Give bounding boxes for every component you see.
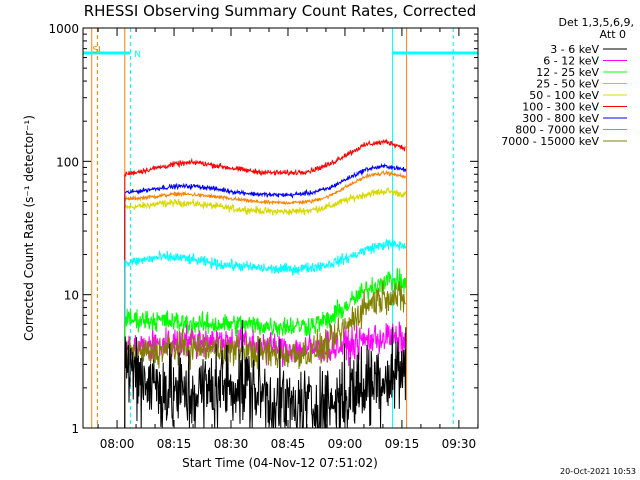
- series-line-3: [124, 238, 407, 428]
- timestamp: 20-Oct-2021 10:53: [560, 467, 636, 476]
- annotation-0: SI: [92, 46, 100, 56]
- legend-label: 7000 - 15000 keV: [501, 135, 599, 148]
- x-tick-label: 09:15: [385, 437, 420, 451]
- legend-label: 800 - 7000 keV: [515, 124, 599, 137]
- legend-label: 100 - 300 keV: [522, 101, 599, 114]
- series-line-8: [124, 280, 407, 428]
- x-tick-label: 09:30: [442, 437, 477, 451]
- y-tick-label: 100: [56, 155, 79, 169]
- series-line-6: [124, 162, 407, 428]
- x-axis-ticks: 08:00 08:15 08:30 08:45 09:00 09:15 09:30: [97, 28, 479, 451]
- y-axis-ticks: 1 10 100 1000: [48, 22, 478, 436]
- legend-label: 6 - 12 keV: [543, 55, 599, 68]
- legend-label: 50 - 100 keV: [529, 89, 599, 102]
- legend-header-1: Det 1,3,5,6,9,: [558, 16, 634, 29]
- legend-label: 300 - 800 keV: [522, 112, 599, 125]
- x-tick-label: 08:45: [271, 437, 306, 451]
- x-axis-label: Start Time (04-Nov-12 07:51:02): [182, 456, 378, 470]
- chart-title: RHESSI Observing Summary Count Rates, Co…: [84, 2, 477, 20]
- series-line-7: [124, 169, 407, 428]
- y-axis-label: Corrected Count Rate (s⁻¹ detector⁻¹): [22, 115, 36, 341]
- legend-label: 12 - 25 keV: [536, 66, 599, 79]
- x-tick-label: 08:00: [100, 437, 135, 451]
- y-tick-label: 10: [64, 289, 79, 303]
- y-tick-label: 1: [71, 422, 79, 436]
- plot-area: SI N: [83, 28, 478, 429]
- series-line-2: [124, 268, 407, 428]
- annotation-1: N: [134, 50, 141, 60]
- series-line-4: [124, 186, 407, 428]
- x-tick-label: 08:30: [214, 437, 249, 451]
- x-tick-label: 08:15: [157, 437, 192, 451]
- legend-label: 25 - 50 keV: [536, 78, 599, 91]
- y-tick-label: 1000: [48, 22, 79, 36]
- legend-label: 3 - 6 keV: [550, 43, 599, 56]
- x-tick-label: 09:00: [328, 437, 363, 451]
- series-line-5: [124, 138, 406, 428]
- plot-frame: [82, 27, 479, 429]
- legend-header-2: Att 0: [600, 28, 626, 41]
- series-line-0: [124, 320, 407, 429]
